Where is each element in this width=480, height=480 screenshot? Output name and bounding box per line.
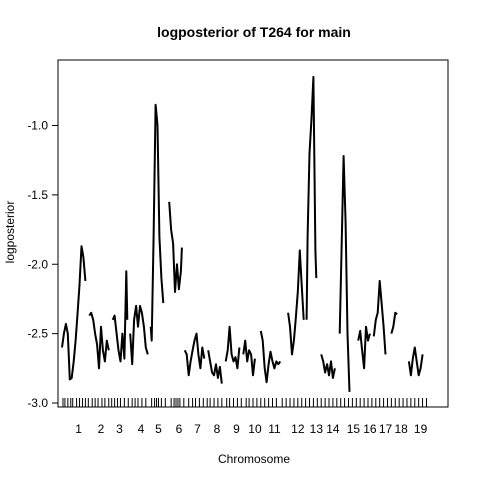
x-tick-label: 2	[98, 422, 105, 436]
series-line-chr-12	[287, 249, 305, 356]
x-axis-label: Chromosome	[218, 452, 290, 466]
x-tick-label: 17	[379, 422, 393, 436]
series-line-chr-14	[320, 354, 336, 379]
logposterior-series	[61, 75, 424, 392]
x-tick-label: 9	[233, 422, 240, 436]
series-line-chr-15	[338, 155, 351, 392]
x-tick-label: 3	[116, 422, 123, 436]
x-tick-label: 16	[363, 422, 377, 436]
x-tick-label: 12	[291, 422, 305, 436]
series-line-chr-9	[224, 325, 241, 370]
x-tick-label: 10	[248, 422, 262, 436]
series-line-chr-1	[61, 245, 87, 381]
series-line-chr-4	[129, 304, 149, 366]
x-tick-label: 13	[310, 422, 324, 436]
x-tick-label: 7	[194, 422, 201, 436]
x-tick-label: 18	[394, 422, 408, 436]
y-tick-label: -3.0	[27, 396, 48, 410]
series-line-chr-13	[305, 75, 318, 320]
series-line-chr-5	[149, 103, 165, 342]
series-line-chr-6	[168, 201, 183, 293]
chart-title: logposterior of T264 for main	[157, 24, 351, 40]
series-line-chr-8	[207, 350, 223, 384]
x-tick-label: 19	[414, 422, 428, 436]
x-tick-label: 8	[214, 422, 221, 436]
y-axis: -3.0 -2.5 -2.0 -1.5 -1.0	[27, 119, 58, 410]
series-line-chr-17	[372, 279, 387, 355]
x-axis: 1 2 3 4 5 6 7 8 9 10 11 12 13 14 15 16 17 18 19	[75, 422, 427, 436]
y-tick-label: -2.5	[27, 327, 48, 341]
x-tick-label: 6	[176, 422, 183, 436]
x-tick-label: 14	[326, 422, 340, 436]
y-axis-label: logposterior	[3, 201, 17, 264]
rug-markers	[62, 398, 427, 407]
series-line-chr-7	[183, 332, 206, 377]
y-tick-label: -1.5	[27, 188, 48, 202]
series-line-chr-10	[242, 339, 256, 377]
series-line-chr-11	[259, 330, 282, 384]
x-tick-label: 4	[138, 422, 145, 436]
plot-frame	[57, 59, 449, 408]
series-line-chr-16	[357, 325, 371, 370]
x-tick-label: 11	[268, 422, 281, 436]
series-line-chr-18	[390, 311, 398, 334]
x-tick-label: 1	[75, 422, 82, 436]
series-line-chr-3	[111, 270, 129, 363]
series-line-chr-19	[407, 346, 424, 377]
x-tick-label: 15	[347, 422, 361, 436]
y-tick-label: -2.0	[27, 257, 48, 271]
x-tick-label: 5	[155, 422, 162, 436]
y-tick-label: -1.0	[27, 119, 48, 133]
series-line-chr-2	[88, 311, 110, 370]
